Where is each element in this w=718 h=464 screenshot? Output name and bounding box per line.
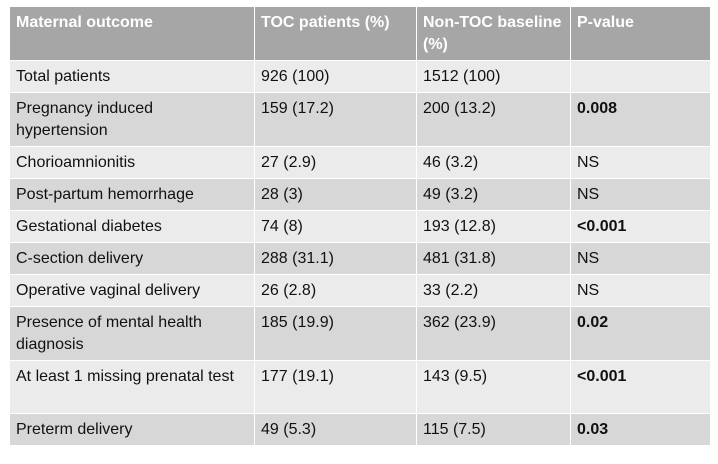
outcome-cell: Total patients [9, 60, 255, 93]
outcome-cell: Post-partum hemorrhage [9, 178, 255, 211]
toc-cell: 288 (31.1) [254, 242, 417, 275]
table-row: Operative vaginal delivery 26 (2.8) 33 (… [9, 274, 711, 307]
p-value-cell [570, 60, 711, 93]
toc-cell: 28 (3) [254, 178, 417, 211]
table-row: Chorioamnionitis 27 (2.9) 46 (3.2) NS [9, 146, 711, 179]
p-value-cell: NS [570, 242, 711, 275]
non-toc-cell: 46 (3.2) [416, 146, 571, 179]
outcome-cell: Chorioamnionitis [9, 146, 255, 179]
header-p-value: P-value [570, 6, 711, 61]
maternal-outcomes-table-container: Maternal outcome TOC patients (%) Non-TO… [9, 6, 711, 455]
non-toc-cell: 200 (13.2) [416, 92, 571, 147]
p-value-cell: NS [570, 178, 711, 211]
outcome-cell: Preterm delivery [9, 413, 255, 446]
outcome-cell: Operative vaginal delivery [9, 274, 255, 307]
table-row: Post-partum hemorrhage 28 (3) 49 (3.2) N… [9, 178, 711, 211]
p-value-cell: 0.02 [570, 306, 711, 361]
toc-cell: 926 (100) [254, 60, 417, 93]
table-row: Presence of mental health diagnosis 185 … [9, 306, 711, 361]
maternal-outcomes-table: Maternal outcome TOC patients (%) Non-TO… [9, 6, 711, 446]
header-maternal-outcome: Maternal outcome [9, 6, 255, 61]
toc-cell: 159 (17.2) [254, 92, 417, 147]
toc-cell: 177 (19.1) [254, 360, 417, 414]
non-toc-cell: 1512 (100) [416, 60, 571, 93]
p-value-cell: NS [570, 274, 711, 307]
non-toc-cell: 115 (7.5) [416, 413, 571, 446]
non-toc-cell: 143 (9.5) [416, 360, 571, 414]
table-row: Gestational diabetes 74 (8) 193 (12.8) <… [9, 210, 711, 243]
p-value-cell: 0.03 [570, 413, 711, 446]
table-row: At least 1 missing prenatal test 177 (19… [9, 360, 711, 414]
toc-cell: 27 (2.9) [254, 146, 417, 179]
non-toc-cell: 362 (23.9) [416, 306, 571, 361]
outcome-cell: Presence of mental health diagnosis [9, 306, 255, 361]
outcome-cell: C-section delivery [9, 242, 255, 275]
table-row: Preterm delivery 49 (5.3) 115 (7.5) 0.03 [9, 413, 711, 446]
p-value-cell: 0.008 [570, 92, 711, 147]
p-value-cell: NS [570, 146, 711, 179]
outcome-cell: At least 1 missing prenatal test [9, 360, 255, 414]
table-row: Total patients 926 (100) 1512 (100) [9, 60, 711, 93]
outcome-cell: Pregnancy induced hypertension [9, 92, 255, 147]
header-toc-patients: TOC patients (%) [254, 6, 417, 61]
p-value-cell: <0.001 [570, 360, 711, 414]
p-value-cell: <0.001 [570, 210, 711, 243]
non-toc-cell: 481 (31.8) [416, 242, 571, 275]
non-toc-cell: 49 (3.2) [416, 178, 571, 211]
toc-cell: 26 (2.8) [254, 274, 417, 307]
toc-cell: 185 (19.9) [254, 306, 417, 361]
toc-cell: 49 (5.3) [254, 413, 417, 446]
table-row: C-section delivery 288 (31.1) 481 (31.8)… [9, 242, 711, 275]
non-toc-cell: 193 (12.8) [416, 210, 571, 243]
toc-cell: 74 (8) [254, 210, 417, 243]
non-toc-cell: 33 (2.2) [416, 274, 571, 307]
table-header-row: Maternal outcome TOC patients (%) Non-TO… [9, 6, 711, 61]
header-non-toc-baseline: Non-TOC baseline (%) [416, 6, 571, 61]
outcome-cell: Gestational diabetes [9, 210, 255, 243]
table-row: Pregnancy induced hypertension 159 (17.2… [9, 92, 711, 147]
